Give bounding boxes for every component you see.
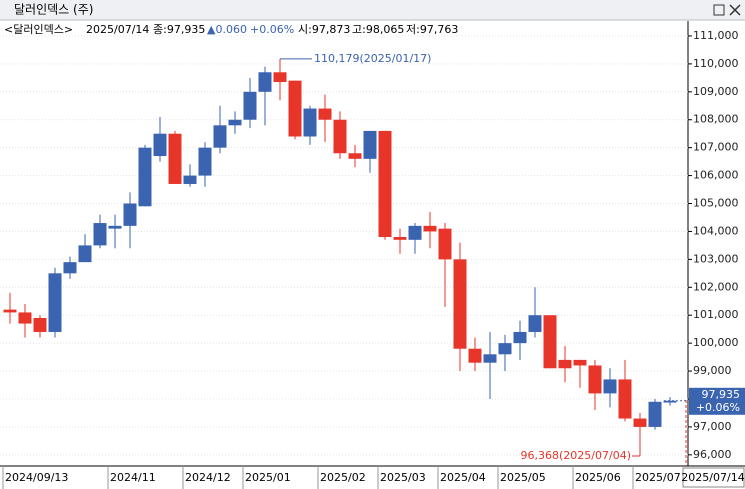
candle-body [33, 318, 47, 332]
y-tick-label: 106,000 [693, 169, 739, 182]
candle-body [423, 225, 437, 232]
candle-body [483, 354, 497, 363]
y-tick-label: 100,000 [693, 336, 739, 349]
candle-body [303, 108, 317, 137]
x-tick-label: 2024/12 [185, 471, 231, 484]
info-high: 고:98,065 [352, 23, 404, 36]
candle-body [183, 175, 197, 184]
candle-body [78, 245, 92, 263]
x-tick-label: 2025/07/14 [681, 471, 744, 484]
candle-body [213, 125, 227, 148]
candle-body [363, 130, 377, 159]
y-tick-label: 97,000 [693, 420, 732, 433]
candle-body [468, 348, 482, 363]
y-tick-label: 108,000 [693, 113, 739, 126]
y-tick-label: 105,000 [693, 197, 739, 210]
info-change: ▲0.060 [207, 23, 247, 36]
candle-body [633, 418, 647, 427]
y-tick-label: 101,000 [693, 308, 739, 321]
candle-body [453, 259, 467, 349]
last-price-box [689, 387, 745, 415]
candle-body [198, 147, 212, 176]
x-tick-label: 2024/09/13 [5, 471, 68, 484]
candle-body [273, 72, 287, 83]
y-tick-label: 102,000 [693, 280, 739, 293]
y-tick-label: 104,000 [693, 224, 739, 237]
candle-body [573, 359, 587, 366]
last-price: 97,935 [702, 388, 741, 401]
candle-body [243, 91, 257, 120]
candle-body [18, 312, 32, 324]
candle-body [108, 225, 122, 229]
x-tick-label: 2025/02 [320, 471, 366, 484]
candle-body [498, 343, 512, 355]
candle-body [228, 119, 242, 126]
y-tick-label: 96,000 [693, 448, 732, 461]
candle-body [318, 108, 332, 120]
candle-body [543, 315, 557, 369]
info-line: <달러인덱스> 2025/07/14 종:97,935 ▲0.060 +0.06… [4, 23, 458, 36]
candle-body [63, 262, 77, 274]
y-tick-label: 110,000 [693, 57, 739, 70]
x-tick-label: 2025/01 [245, 471, 291, 484]
info-date: 2025/07/14 [86, 23, 149, 36]
candle-body [558, 359, 572, 369]
window-title: 달러인덱스 (주) [14, 3, 93, 17]
candle-body [648, 401, 662, 427]
candle-body [378, 130, 392, 238]
y-tick-label: 103,000 [693, 252, 739, 265]
candle-body [48, 273, 62, 332]
x-tick-label: 2025/04 [440, 471, 486, 484]
y-tick-label: 99,000 [693, 364, 732, 377]
y-tick-label: 111,000 [693, 29, 739, 42]
info-close: 종:97,935 [153, 23, 205, 36]
candle-body [603, 379, 617, 394]
candle-body [663, 400, 677, 403]
candle-body [618, 379, 632, 419]
info-name: <달러인덱스> [4, 23, 73, 36]
current-date-box [682, 467, 745, 488]
close-button[interactable] [729, 4, 741, 16]
last-change: +0.06% [696, 401, 740, 414]
info-change-pct: +0.06% [250, 23, 294, 36]
candle-body [93, 223, 107, 246]
candle-body [123, 203, 137, 226]
candle-body [3, 309, 17, 313]
candle-body [528, 315, 542, 332]
candle-body [153, 133, 167, 157]
candle-body [168, 133, 182, 184]
candle-body [513, 331, 527, 344]
candle-body [393, 237, 407, 240]
maximize-button[interactable] [713, 4, 725, 16]
y-tick-label: 107,000 [693, 141, 739, 154]
x-tick-label: 2025/05 [500, 471, 546, 484]
title-bar [0, 0, 745, 20]
x-tick-label: 2025/07 [635, 471, 681, 484]
x-tick-label: 2025/06 [575, 471, 621, 484]
candle-body [138, 147, 152, 207]
candle-body [258, 72, 272, 92]
high-annotation: 110,179(2025/01/17) [314, 52, 431, 65]
low-annotation: 96,368(2025/07/04) [521, 449, 631, 462]
x-tick-label: 2025/03 [380, 471, 426, 484]
candle-body [333, 119, 347, 154]
candle-body [588, 365, 602, 394]
candle-body [348, 153, 362, 159]
info-low: 저:97,763 [406, 23, 458, 36]
y-tick-label: 109,000 [693, 85, 739, 98]
info-open: 시:97,873 [298, 23, 350, 36]
x-tick-label: 2024/11 [110, 471, 156, 484]
candle-body [438, 228, 452, 260]
candle-body [408, 225, 422, 240]
candle-body [288, 80, 302, 137]
